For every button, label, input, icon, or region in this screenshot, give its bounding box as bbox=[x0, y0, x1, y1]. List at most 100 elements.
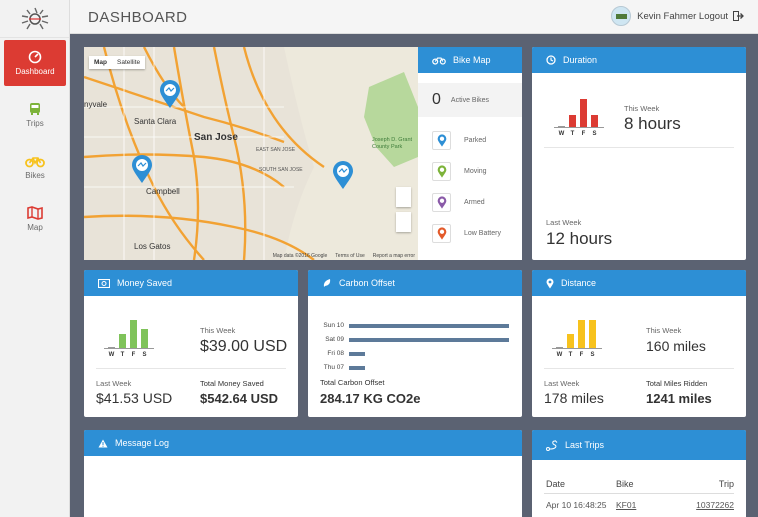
chart-day-label: T bbox=[568, 352, 573, 358]
sidebar-item-dashboard[interactable]: Dashboard bbox=[4, 40, 66, 86]
carbon-bar bbox=[349, 323, 509, 328]
column-trip: Trip bbox=[718, 479, 734, 489]
trip-date: Apr 10 16:48:25 bbox=[546, 500, 607, 510]
report-error-link[interactable]: Report a map error bbox=[372, 253, 415, 259]
clock-icon bbox=[546, 55, 556, 65]
map-label: Joseph D. Grant County Park bbox=[372, 137, 413, 150]
map-type-satellite[interactable]: Satellite bbox=[117, 59, 141, 66]
map-label: Los Gatos bbox=[134, 242, 171, 251]
map-pin-icon[interactable] bbox=[332, 160, 354, 190]
legend-label: Low Battery bbox=[464, 230, 501, 237]
chart-baseline bbox=[554, 127, 604, 128]
this-week-value: 160 miles bbox=[646, 338, 706, 354]
chart-bar bbox=[569, 115, 576, 127]
money-header: Money Saved bbox=[84, 270, 298, 296]
duration-header: Duration bbox=[532, 47, 746, 73]
map-type-toggle[interactable]: Map Satellite bbox=[89, 56, 146, 69]
user-logout-link[interactable]: Kevin Fahmer Logout bbox=[637, 10, 728, 22]
chart-day-label: T bbox=[120, 352, 125, 358]
active-bikes-count: 0 bbox=[432, 91, 441, 108]
carbon-category-label: Sun 10 bbox=[323, 322, 344, 329]
top-header: DASHBOARD Kevin Fahmer Logout bbox=[70, 0, 758, 34]
carbon-bar bbox=[349, 365, 365, 370]
terms-link[interactable]: Terms of Use bbox=[335, 253, 365, 259]
bike-icon bbox=[25, 156, 45, 167]
avatar bbox=[611, 6, 632, 26]
message-log-panel: Message Log bbox=[84, 430, 522, 517]
panel-title: Bike Map bbox=[453, 55, 491, 65]
last-week-label: Last Week bbox=[544, 379, 580, 388]
chart-day-label: S bbox=[592, 131, 597, 137]
map-type-map[interactable]: Map bbox=[94, 59, 107, 66]
total-value: 1241 miles bbox=[646, 391, 712, 406]
chart-day-label: S bbox=[590, 352, 595, 358]
money-icon bbox=[98, 278, 110, 288]
chart-day-label: F bbox=[131, 352, 136, 358]
zoom-in-button[interactable] bbox=[396, 187, 411, 207]
this-week-label: This Week bbox=[624, 104, 660, 113]
trip-bike-link[interactable]: KF01 bbox=[616, 500, 637, 510]
column-bike: Bike bbox=[616, 479, 634, 489]
message-log-header: Message Log bbox=[84, 430, 522, 456]
panel-title: Money Saved bbox=[117, 278, 173, 288]
sidebar-item-trips[interactable]: Trips bbox=[4, 92, 66, 138]
divider bbox=[544, 368, 734, 369]
map-label: Campbell bbox=[146, 187, 180, 196]
dashboard-icon bbox=[28, 50, 42, 64]
panel-title: Distance bbox=[561, 278, 597, 288]
this-week-label: This Week bbox=[200, 326, 236, 335]
chart-day-label: S bbox=[142, 352, 147, 358]
last-week-label: Last Week bbox=[546, 218, 582, 227]
last-week-label: Last Week bbox=[96, 379, 132, 388]
chart-day-label: W bbox=[558, 131, 565, 137]
map-pin-icon[interactable] bbox=[131, 154, 153, 184]
last-week-value: $41.53 USD bbox=[96, 390, 173, 406]
map-icon bbox=[27, 206, 43, 220]
chart-bar bbox=[556, 347, 563, 348]
total-value: 284.17 KG CO2e bbox=[320, 391, 421, 406]
carbon-category-label: Sat 09 bbox=[325, 336, 344, 343]
map-pin-icon[interactable] bbox=[159, 79, 181, 109]
map-attribution: Map data ©2016 Google Terms of Use Repor… bbox=[273, 253, 415, 259]
pin-icon bbox=[432, 131, 451, 150]
logout-icon[interactable] bbox=[733, 11, 744, 21]
chart-bar bbox=[580, 99, 587, 127]
total-label: Total Money Saved bbox=[200, 379, 264, 388]
sidebar: Dashboard Trips Bikes Map bbox=[0, 0, 70, 517]
divider bbox=[96, 368, 286, 369]
route-icon bbox=[546, 439, 558, 451]
chart-bar bbox=[567, 334, 574, 348]
chart-day-label: W bbox=[108, 352, 115, 358]
bike-map-canvas[interactable]: Map Satellite nyvale Santa Clara San Jos… bbox=[84, 47, 418, 260]
brand-logo[interactable] bbox=[0, 0, 69, 38]
trip-id-link[interactable]: 10372262 bbox=[696, 500, 734, 510]
panel-title: Duration bbox=[563, 55, 598, 65]
bike-icon bbox=[432, 57, 446, 65]
sidebar-item-bikes[interactable]: Bikes bbox=[4, 144, 66, 190]
legend-moving: Moving bbox=[432, 162, 487, 181]
distance-header: Distance bbox=[532, 270, 746, 296]
chart-bar bbox=[130, 320, 137, 348]
map-label: EAST SAN JOSE bbox=[256, 147, 296, 153]
chart-baseline bbox=[552, 348, 602, 349]
zoom-out-button[interactable] bbox=[396, 212, 411, 232]
sidebar-item-label: Dashboard bbox=[15, 67, 55, 76]
carbon-category-label: Fri 08 bbox=[327, 350, 344, 357]
divider bbox=[544, 147, 734, 148]
carbon-bar bbox=[349, 337, 509, 342]
sidebar-item-map[interactable]: Map bbox=[4, 196, 66, 242]
bus-icon bbox=[30, 103, 40, 115]
table-row[interactable]: Apr 10 16:48:25 KF01 10372262 bbox=[546, 500, 734, 510]
chart-bar bbox=[141, 329, 148, 348]
legend-low-battery: Low Battery bbox=[432, 224, 501, 243]
this-week-label: This Week bbox=[646, 326, 682, 335]
chart-day-label: F bbox=[579, 352, 584, 358]
user-menu[interactable]: Kevin Fahmer Logout bbox=[611, 6, 744, 26]
carbon-header: Carbon Offset bbox=[308, 270, 522, 296]
legend-label: Armed bbox=[464, 199, 485, 206]
